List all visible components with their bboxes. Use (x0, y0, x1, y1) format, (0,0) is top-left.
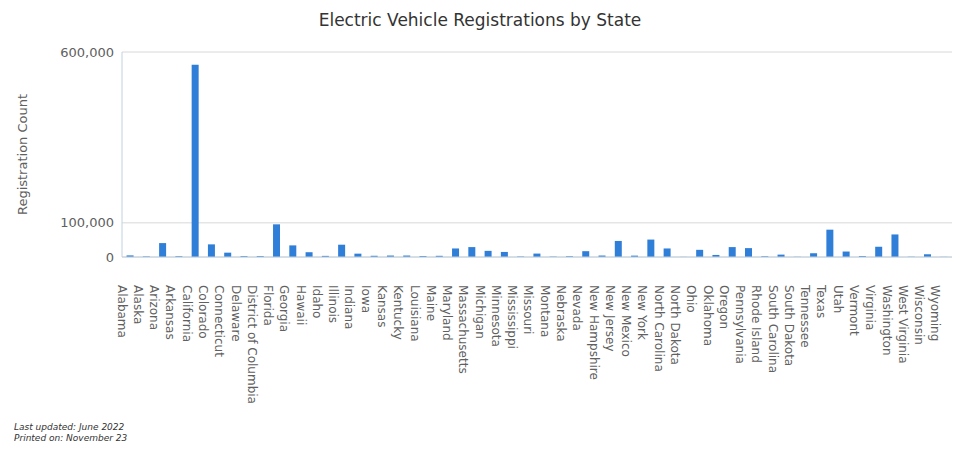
svg-text:Tennessee: Tennessee (798, 284, 812, 348)
svg-text:New Jersey: New Jersey (603, 285, 617, 352)
svg-text:Illinois: Illinois (326, 285, 340, 323)
svg-text:Florida: Florida (261, 285, 275, 326)
html-text:Electric Vehicle Registrations: Electric Vehicle Registrations by State (318, 10, 642, 30)
svg-text:Kansas: Kansas (375, 285, 389, 327)
svg-text:Minnesota: Minnesota (489, 285, 503, 347)
svg-text:Idaho: Idaho (310, 285, 324, 318)
svg-text:Indiana: Indiana (342, 285, 356, 329)
svg-text:North Carolina: North Carolina (652, 285, 666, 372)
svg-text:Connecticut: Connecticut (212, 285, 226, 357)
svg-text:Rhode Island: Rhode Island (749, 285, 763, 363)
svg-text:Oklahoma: Oklahoma (700, 285, 714, 346)
svg-text:Iowa: Iowa (359, 285, 373, 313)
svg-text:600,000: 600,000 (60, 45, 114, 60)
svg-text:Virginia: Virginia (863, 285, 877, 330)
svg-text:Pennsylvania: Pennsylvania (733, 285, 747, 364)
svg-text:Arkansas: Arkansas (163, 285, 177, 340)
svg-text:Alaska: Alaska (131, 285, 145, 324)
svg-text:District of Columbia: District of Columbia (245, 285, 259, 404)
svg-text:Montana: Montana (538, 285, 552, 337)
svg-text:South Carolina: South Carolina (766, 285, 780, 373)
svg-text:Texas: Texas (814, 284, 828, 318)
svg-text:Georgia: Georgia (277, 285, 291, 332)
svg-text:Registration Count: Registration Count (15, 94, 30, 215)
svg-text:Wyoming: Wyoming (928, 285, 942, 341)
svg-text:New Hampshire: New Hampshire (587, 285, 601, 380)
svg-text:Missouri: Missouri (521, 285, 535, 334)
svg-text:West Virginia: West Virginia (896, 285, 910, 364)
svg-text:Colorado: Colorado (196, 285, 210, 339)
html-text:Printed on: November 23: Printed on: November 23 (14, 433, 128, 443)
svg-text:South Dakota: South Dakota (782, 285, 796, 366)
svg-text:0: 0 (106, 250, 114, 265)
svg-text:Kentucky: Kentucky (391, 285, 405, 340)
svg-text:New Mexico: New Mexico (619, 285, 633, 357)
svg-text:Utah: Utah (831, 285, 845, 313)
svg-text:Oregon: Oregon (717, 285, 731, 329)
svg-text:Massachusetts: Massachusetts (456, 285, 470, 374)
svg-text:Ohio: Ohio (684, 285, 698, 313)
svg-text:Vermont: Vermont (847, 285, 861, 336)
svg-text:Mississippi: Mississippi (505, 285, 519, 349)
svg-text:Michigan: Michigan (473, 285, 487, 339)
svg-text:Hawaii: Hawaii (294, 285, 308, 325)
svg-text:Alabama: Alabama (115, 285, 129, 338)
svg-text:Arizona: Arizona (147, 285, 161, 330)
svg-text:North Dakota: North Dakota (668, 285, 682, 365)
html-text:Last updated: June 2022: Last updated: June 2022 (14, 422, 125, 432)
svg-text:New York: New York (635, 285, 649, 340)
svg-text:Maryland: Maryland (440, 285, 454, 341)
svg-text:Delaware: Delaware (229, 285, 243, 342)
svg-text:California: California (180, 285, 194, 342)
svg-text:100,000: 100,000 (60, 215, 114, 230)
svg-text:Nebraska: Nebraska (554, 285, 568, 342)
svg-text:Washington: Washington (880, 285, 894, 356)
svg-text:Nevada: Nevada (570, 285, 584, 331)
svg-text:Louisiana: Louisiana (408, 285, 422, 342)
svg-text:Maine: Maine (424, 285, 438, 321)
svg-text:Wisconsin: Wisconsin (912, 285, 926, 345)
